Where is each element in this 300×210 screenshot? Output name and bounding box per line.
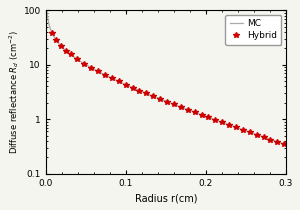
Hybrid — [152, 95, 155, 97]
Hybrid — [59, 45, 63, 47]
MC — [69, 53, 73, 56]
Hybrid — [248, 131, 252, 134]
Hybrid — [220, 121, 224, 124]
Line: Hybrid: Hybrid — [50, 30, 287, 147]
Hybrid — [64, 49, 68, 52]
MC — [151, 95, 154, 97]
Hybrid — [145, 92, 148, 95]
Hybrid — [110, 77, 114, 80]
Hybrid — [76, 58, 79, 61]
MC — [232, 126, 236, 128]
Hybrid — [283, 143, 286, 146]
Hybrid — [262, 136, 266, 138]
MC — [237, 127, 241, 130]
X-axis label: Radius r(cm): Radius r(cm) — [135, 193, 197, 203]
Hybrid — [172, 103, 176, 106]
Hybrid — [165, 100, 169, 103]
Hybrid — [158, 98, 162, 100]
Hybrid — [54, 39, 58, 41]
Hybrid — [103, 74, 107, 76]
Hybrid — [234, 126, 238, 129]
Hybrid — [193, 111, 196, 114]
Hybrid — [269, 138, 272, 141]
Hybrid — [241, 129, 245, 131]
Hybrid — [89, 67, 93, 69]
Hybrid — [227, 124, 231, 126]
Hybrid — [96, 70, 100, 73]
Hybrid — [50, 32, 54, 34]
Hybrid — [82, 63, 86, 65]
Hybrid — [255, 134, 259, 136]
Hybrid — [186, 108, 190, 111]
Hybrid — [179, 106, 183, 108]
Legend: MC, Hybrid: MC, Hybrid — [225, 15, 281, 45]
Hybrid — [124, 83, 128, 86]
Line: MC: MC — [46, 0, 287, 145]
Hybrid — [117, 80, 121, 83]
Hybrid — [207, 116, 210, 119]
Hybrid — [214, 119, 217, 121]
Hybrid — [200, 114, 203, 116]
Hybrid — [138, 89, 141, 92]
MC — [210, 117, 214, 120]
Y-axis label: Diffuse reflectance $R_d$ (cm$^{-2}$): Diffuse reflectance $R_d$ (cm$^{-2}$) — [7, 30, 21, 154]
MC — [142, 91, 146, 94]
Hybrid — [69, 53, 72, 56]
MC — [286, 144, 289, 147]
Hybrid — [131, 86, 134, 89]
Hybrid — [276, 141, 279, 143]
